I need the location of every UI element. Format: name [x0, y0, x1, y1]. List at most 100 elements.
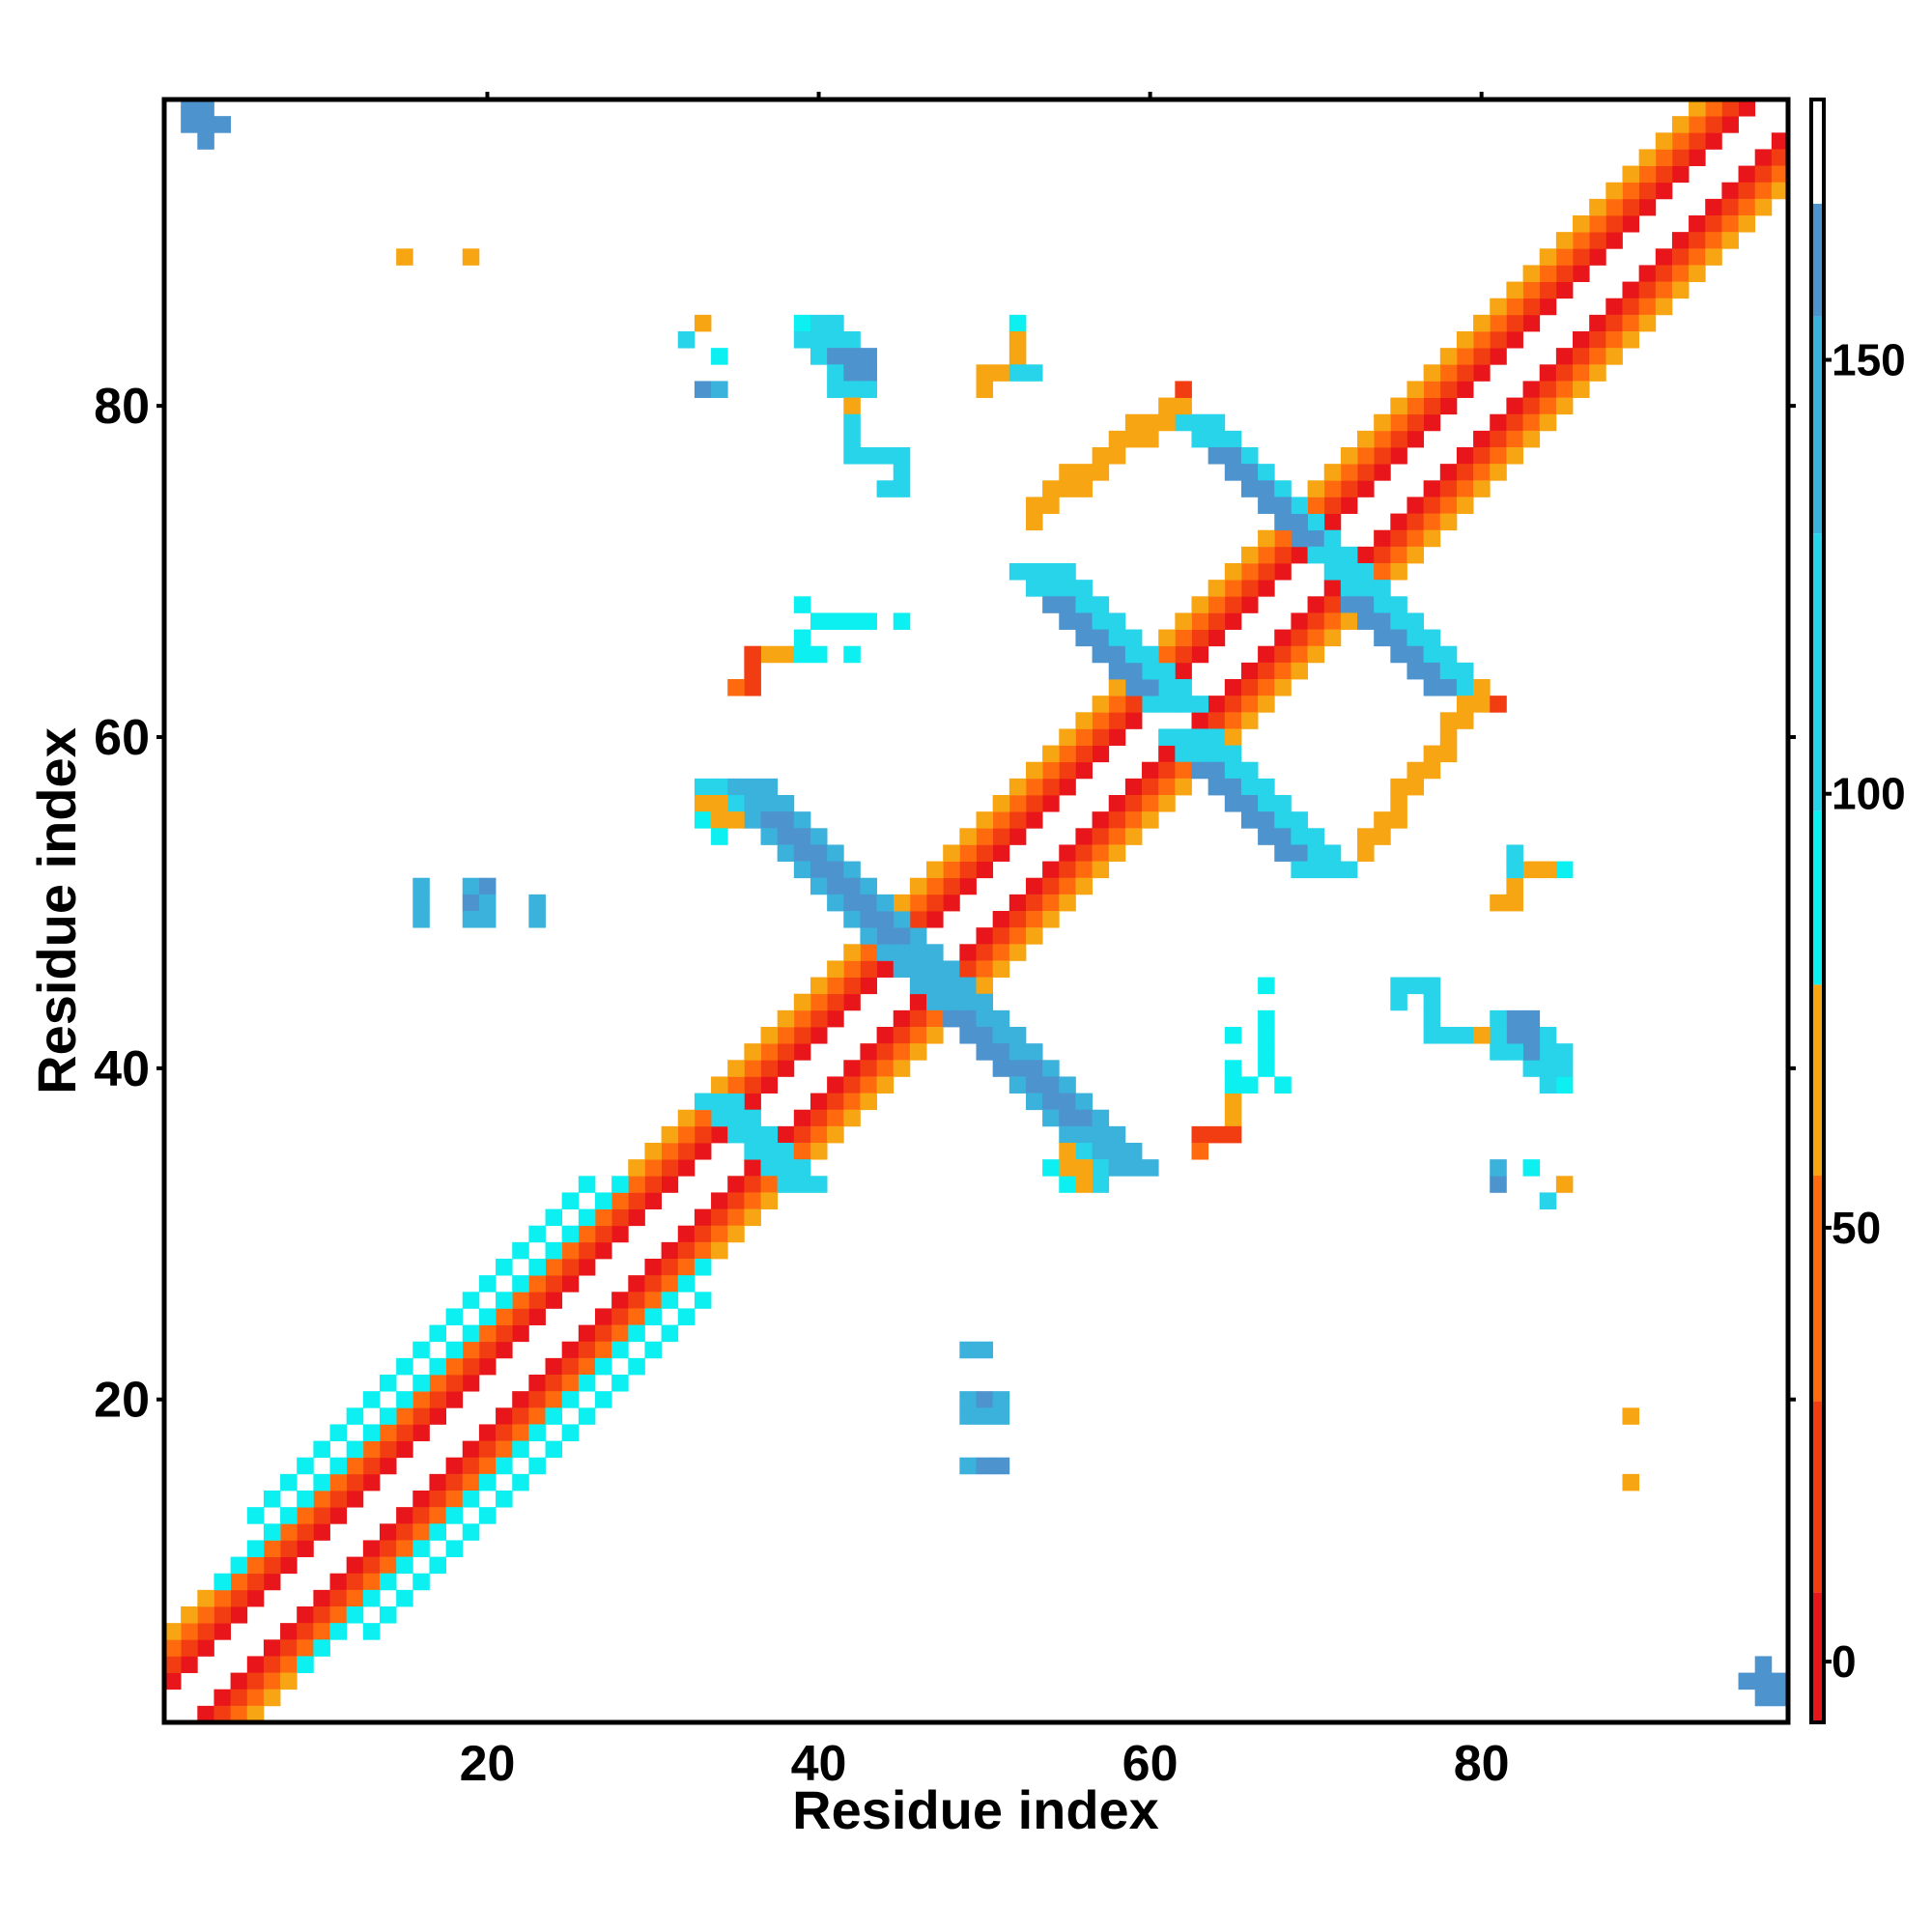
heatmap-cell — [677, 1109, 696, 1127]
heatmap-cell — [810, 331, 828, 349]
heatmap-cell — [594, 1308, 612, 1325]
heatmap-cell — [793, 629, 811, 647]
heatmap-cell — [1092, 728, 1110, 746]
heatmap-cell — [1689, 248, 1706, 266]
heatmap-cell — [346, 1589, 364, 1607]
heatmap-cell — [1075, 464, 1093, 481]
heatmap-cell — [644, 1275, 662, 1293]
heatmap-cell — [545, 1259, 563, 1276]
heatmap-cell — [1390, 993, 1407, 1011]
heatmap-cell — [1274, 1076, 1292, 1094]
heatmap-cell — [1142, 662, 1159, 680]
heatmap-cell — [926, 861, 944, 879]
heatmap-cell — [496, 1308, 513, 1325]
heatmap-cell — [297, 1491, 314, 1508]
heatmap-cell — [1638, 182, 1657, 200]
x-axis-title: Residue index — [792, 1779, 1159, 1840]
heatmap-cell — [1142, 1159, 1159, 1177]
heatmap-cell — [760, 1192, 779, 1209]
heatmap-cell — [1555, 1176, 1574, 1193]
heatmap-cell — [1059, 1125, 1076, 1144]
heatmap-cell — [1158, 397, 1176, 415]
heatmap-cell — [827, 977, 844, 995]
heatmap-cell — [1456, 464, 1474, 481]
heatmap-cell — [860, 977, 877, 995]
heatmap-cell — [793, 811, 811, 829]
heatmap-cell — [711, 1125, 728, 1144]
y-tick-label: 40 — [94, 1041, 150, 1097]
heatmap-cell — [1258, 1009, 1275, 1028]
heatmap-cell — [1638, 265, 1657, 282]
heatmap-cell — [1124, 1143, 1143, 1160]
heatmap-cell — [876, 1043, 895, 1061]
heatmap-cell — [1439, 364, 1458, 382]
heatmap-cell — [1092, 447, 1110, 465]
heatmap-cell — [1124, 1159, 1143, 1177]
heatmap-cell — [1522, 861, 1541, 879]
heatmap-cell — [843, 612, 861, 630]
heatmap-cell — [512, 1292, 529, 1309]
heatmap-cell — [396, 1357, 413, 1376]
heatmap-cell — [1555, 248, 1574, 266]
heatmap-cell — [1738, 182, 1756, 200]
heatmap-cell — [959, 1009, 977, 1028]
heatmap-cell — [1274, 629, 1292, 647]
heatmap-cell — [313, 1606, 330, 1624]
heatmap-cell — [1423, 497, 1441, 514]
heatmap-cell — [1240, 811, 1259, 829]
heatmap-cell — [1671, 116, 1690, 133]
heatmap-cell — [1539, 1043, 1557, 1061]
heatmap-cell — [545, 1440, 563, 1459]
heatmap-cell — [1092, 696, 1110, 713]
heatmap-cell — [843, 413, 861, 432]
heatmap-cell — [1208, 629, 1226, 647]
heatmap-cell — [1025, 778, 1043, 796]
heatmap-cell — [1108, 662, 1126, 680]
heatmap-cell — [362, 1440, 381, 1459]
heatmap-cell — [1274, 662, 1292, 680]
heatmap-cell — [1075, 1093, 1093, 1111]
heatmap-cell — [810, 828, 828, 845]
heatmap-cell — [1506, 298, 1523, 316]
heatmap-cell — [1274, 811, 1292, 829]
heatmap-cell — [1175, 413, 1192, 432]
heatmap-cell — [909, 1027, 927, 1044]
heatmap-cell — [379, 1424, 397, 1441]
heatmap-cell — [860, 927, 877, 945]
heatmap-cell — [1754, 182, 1773, 200]
heatmap-cell — [976, 844, 994, 862]
heatmap-cell — [1689, 215, 1706, 233]
heatmap-cell — [793, 1125, 811, 1144]
heatmap-cell — [1721, 116, 1739, 133]
heatmap-cell — [1224, 596, 1242, 613]
heatmap-cell — [1175, 696, 1192, 713]
heatmap-cell — [313, 1507, 330, 1524]
colorbar-band — [1811, 1176, 1824, 1402]
heatmap-cell — [843, 430, 861, 448]
heatmap-cell — [1374, 447, 1391, 465]
heatmap-cell — [1357, 563, 1375, 581]
heatmap-cell — [876, 911, 895, 928]
heatmap-cell — [1240, 795, 1259, 812]
heatmap-cell — [1439, 348, 1458, 365]
heatmap-cell — [1208, 596, 1226, 613]
heatmap-cell — [876, 1060, 895, 1077]
heatmap-cell — [1307, 629, 1325, 647]
heatmap-cell — [959, 844, 977, 862]
heatmap-cell — [711, 381, 728, 398]
heatmap-cell — [1439, 712, 1458, 729]
heatmap-cell — [346, 1556, 364, 1575]
heatmap-cell — [1092, 1159, 1110, 1177]
heatmap-cell — [1406, 629, 1425, 647]
heatmap-cell — [959, 1391, 977, 1408]
heatmap-cell — [1009, 1076, 1027, 1094]
heatmap-cell — [1142, 696, 1159, 713]
heatmap-cell — [1705, 99, 1722, 117]
heatmap-cell — [1208, 728, 1226, 746]
heatmap-cell — [578, 1324, 596, 1343]
heatmap-cell — [744, 679, 761, 696]
heatmap-cell — [1423, 413, 1441, 432]
heatmap-cell — [1522, 1027, 1541, 1044]
heatmap-cell — [876, 447, 895, 465]
heatmap-cell — [1705, 248, 1722, 266]
